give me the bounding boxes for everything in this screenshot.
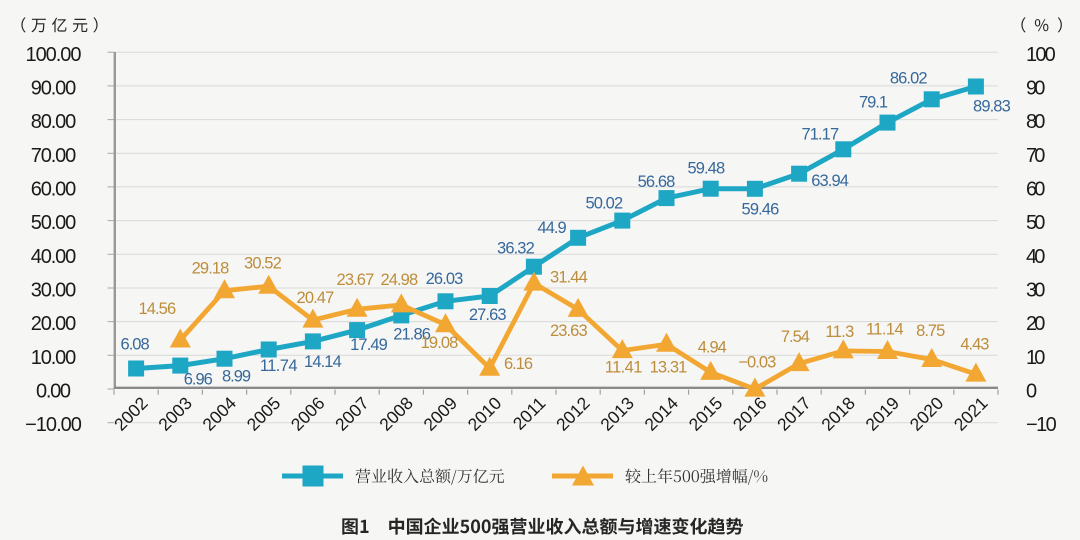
svg-text:7.54: 7.54 <box>781 328 810 346</box>
svg-text:11.3: 11.3 <box>825 323 854 341</box>
svg-text:30: 30 <box>1026 280 1045 302</box>
svg-text:31.44: 31.44 <box>550 269 588 287</box>
svg-text:6.96: 6.96 <box>184 371 213 389</box>
svg-text:10: 10 <box>1026 347 1045 369</box>
svg-text:20: 20 <box>1026 313 1045 335</box>
svg-text:30.52: 30.52 <box>244 255 282 273</box>
svg-text:13.31: 13.31 <box>650 358 688 376</box>
svg-text:63.94: 63.94 <box>811 172 849 190</box>
svg-text:20.47: 20.47 <box>297 289 335 307</box>
svg-text:50: 50 <box>1026 212 1045 234</box>
svg-text:70.00: 70.00 <box>31 145 77 167</box>
svg-text:−10.00: −10.00 <box>25 414 82 436</box>
svg-text:8.99: 8.99 <box>222 367 251 385</box>
svg-text:59.48: 59.48 <box>687 159 725 177</box>
svg-text:23.67: 23.67 <box>337 271 375 289</box>
svg-text:60.00: 60.00 <box>31 178 77 200</box>
svg-text:−10: −10 <box>1026 414 1057 436</box>
svg-text:86.02: 86.02 <box>890 69 928 87</box>
svg-text:90.00: 90.00 <box>31 77 77 99</box>
svg-text:30.00: 30.00 <box>31 280 77 302</box>
svg-text:80: 80 <box>1026 111 1045 133</box>
svg-text:50.00: 50.00 <box>31 212 77 234</box>
svg-text:29.18: 29.18 <box>192 259 230 277</box>
svg-text:100.00: 100.00 <box>26 44 82 66</box>
svg-text:11.41: 11.41 <box>605 358 643 376</box>
svg-text:27.63: 27.63 <box>469 306 507 324</box>
svg-text:14.56: 14.56 <box>138 300 176 318</box>
svg-text:79.1: 79.1 <box>859 94 888 112</box>
svg-text:11.14: 11.14 <box>866 320 904 338</box>
svg-text:0.00: 0.00 <box>36 381 71 403</box>
svg-text:26.03: 26.03 <box>426 270 464 288</box>
svg-text:44.9: 44.9 <box>538 219 567 237</box>
svg-text:60: 60 <box>1026 178 1045 200</box>
svg-text:10.00: 10.00 <box>31 347 77 369</box>
svg-text:4.43: 4.43 <box>960 335 989 353</box>
svg-text:8.75: 8.75 <box>916 322 945 340</box>
svg-text:11.74: 11.74 <box>260 357 298 375</box>
svg-text:0: 0 <box>1026 381 1037 403</box>
svg-text:59.46: 59.46 <box>742 201 780 219</box>
svg-text:56.68: 56.68 <box>638 173 676 191</box>
svg-text:40.00: 40.00 <box>31 246 77 268</box>
svg-text:20.00: 20.00 <box>31 313 77 335</box>
svg-text:36.32: 36.32 <box>497 240 535 258</box>
svg-text:6.08: 6.08 <box>121 335 150 353</box>
svg-text:40: 40 <box>1026 246 1045 268</box>
svg-text:4.94: 4.94 <box>698 338 727 356</box>
svg-text:19.08: 19.08 <box>421 334 459 352</box>
svg-text:23.63: 23.63 <box>550 322 588 340</box>
svg-text:14.14: 14.14 <box>304 353 342 371</box>
svg-text:17.49: 17.49 <box>350 336 388 354</box>
svg-text:6.16: 6.16 <box>504 355 533 373</box>
svg-text:50.02: 50.02 <box>585 195 623 213</box>
svg-text:70: 70 <box>1026 145 1045 167</box>
svg-text:90: 90 <box>1026 77 1045 99</box>
svg-text:−0.03: −0.03 <box>738 353 776 371</box>
svg-text:80.00: 80.00 <box>31 111 77 133</box>
svg-text:100: 100 <box>1026 44 1056 66</box>
svg-text:24.98: 24.98 <box>380 271 418 289</box>
svg-text:21.86: 21.86 <box>393 325 431 343</box>
svg-text:71.17: 71.17 <box>801 125 839 143</box>
svg-text:89.83: 89.83 <box>973 98 1011 116</box>
